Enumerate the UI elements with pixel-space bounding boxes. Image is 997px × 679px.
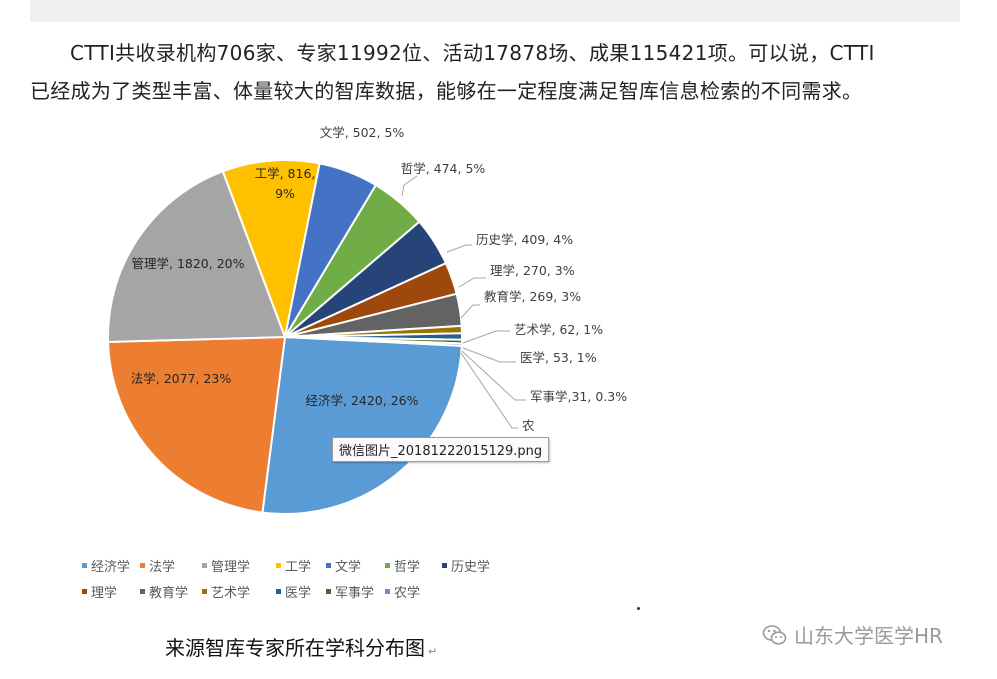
return-mark: ↵ xyxy=(428,645,438,658)
legend-swatch-文学 xyxy=(326,563,331,568)
top-bar xyxy=(30,0,960,22)
leader-line-艺术学 xyxy=(462,330,510,344)
legend-label-管理学: 管理学 xyxy=(211,559,250,575)
legend-label-军事学: 军事学 xyxy=(335,585,374,601)
slice-label-经济学: 经济学, 2420, 26% xyxy=(306,393,419,408)
leader-line-哲学 xyxy=(401,175,418,197)
legend-swatch-艺术学 xyxy=(202,589,207,594)
legend-label-理学: 理学 xyxy=(91,585,117,601)
legend-swatch-工学 xyxy=(276,563,281,568)
leader-line-历史学 xyxy=(446,244,472,253)
caption-text: 来源智库专家所在学科分布图 xyxy=(165,636,425,660)
slice-label-管理学: 管理学, 1820, 20% xyxy=(132,256,245,271)
leader-line-理学 xyxy=(458,277,486,288)
stray-dot xyxy=(637,607,640,610)
legend-swatch-法学 xyxy=(140,563,145,568)
legend-label-工学: 工学 xyxy=(285,559,311,575)
image-filename-tooltip: 微信图片_20181222015129.png xyxy=(332,437,550,462)
legend-swatch-哲学 xyxy=(385,563,390,568)
intro-paragraph: CTTI共收录机构706家、专家11992位、活动17878场、成果115421… xyxy=(30,34,970,110)
legend-swatch-历史学 xyxy=(442,563,447,568)
slice-label-文学: 文学, 502, 5% xyxy=(320,125,405,140)
legend-label-农学: 农学 xyxy=(394,585,420,601)
legend-swatch-军事学 xyxy=(326,589,331,594)
legend-label-教育学: 教育学 xyxy=(149,585,188,601)
chart-caption: 来源智库专家所在学科分布图 ↵ xyxy=(165,632,437,661)
slice-label-历史学: 历史学, 409, 4% xyxy=(476,232,573,247)
legend-label-文学: 文学 xyxy=(335,559,361,575)
legend-label-经济学: 经济学 xyxy=(91,559,130,575)
leader-line-军事学 xyxy=(461,350,526,401)
legend-swatch-农学 xyxy=(385,589,390,594)
slice-label-理学: 理学, 270, 3% xyxy=(490,263,575,278)
legend-swatch-经济学 xyxy=(82,563,87,568)
slice-label-哲学: 哲学, 474, 5% xyxy=(401,161,486,176)
paragraph-line-1: CTTI共收录机构706家、专家11992位、活动17878场、成果115421… xyxy=(70,41,875,65)
leader-line-教育学 xyxy=(460,304,480,319)
slice-label-军事学: 军事学,31, 0.3% xyxy=(530,389,627,404)
watermark-text: 山东大学医学HR xyxy=(794,624,943,648)
legend-swatch-管理学 xyxy=(202,563,207,568)
paragraph-line-2: 已经成为了类型丰富、体量较大的智库数据，能够在一定程度满足智库信息检索的不同需求… xyxy=(30,79,863,103)
legend-label-医学: 医学 xyxy=(285,585,311,601)
slice-label-艺术学: 艺术学, 62, 1% xyxy=(514,322,603,337)
wechat-icon xyxy=(762,624,787,645)
legend-label-艺术学: 艺术学 xyxy=(211,585,250,601)
leader-line-医学 xyxy=(462,347,516,363)
slice-label-农学: 农 xyxy=(522,418,535,433)
legend-label-哲学: 哲学 xyxy=(394,559,420,575)
pie-slice-经济学 xyxy=(261,335,463,516)
legend-swatch-理学 xyxy=(82,589,87,594)
pie-slice-法学 xyxy=(107,335,287,514)
slice-label-法学: 法学, 2077, 23% xyxy=(131,371,232,386)
pie-slice-工学 xyxy=(221,159,321,341)
leader-line-农学 xyxy=(460,352,518,429)
watermark: 山东大学医学HR xyxy=(762,620,943,649)
pie-slice-农学 xyxy=(284,336,463,347)
slice-label-工学: 工学, 816, xyxy=(255,166,316,181)
legend-label-历史学: 历史学 xyxy=(451,559,490,575)
slice-label-教育学: 教育学, 269, 3% xyxy=(484,289,581,304)
legend-swatch-医学 xyxy=(276,589,281,594)
pie-slice-管理学 xyxy=(107,169,287,343)
legend-swatch-教育学 xyxy=(140,589,145,594)
slice-label-医学: 医学, 53, 1% xyxy=(520,350,597,365)
slice-label-line2-工学: 9% xyxy=(275,186,295,201)
legend-label-法学: 法学 xyxy=(149,559,175,575)
